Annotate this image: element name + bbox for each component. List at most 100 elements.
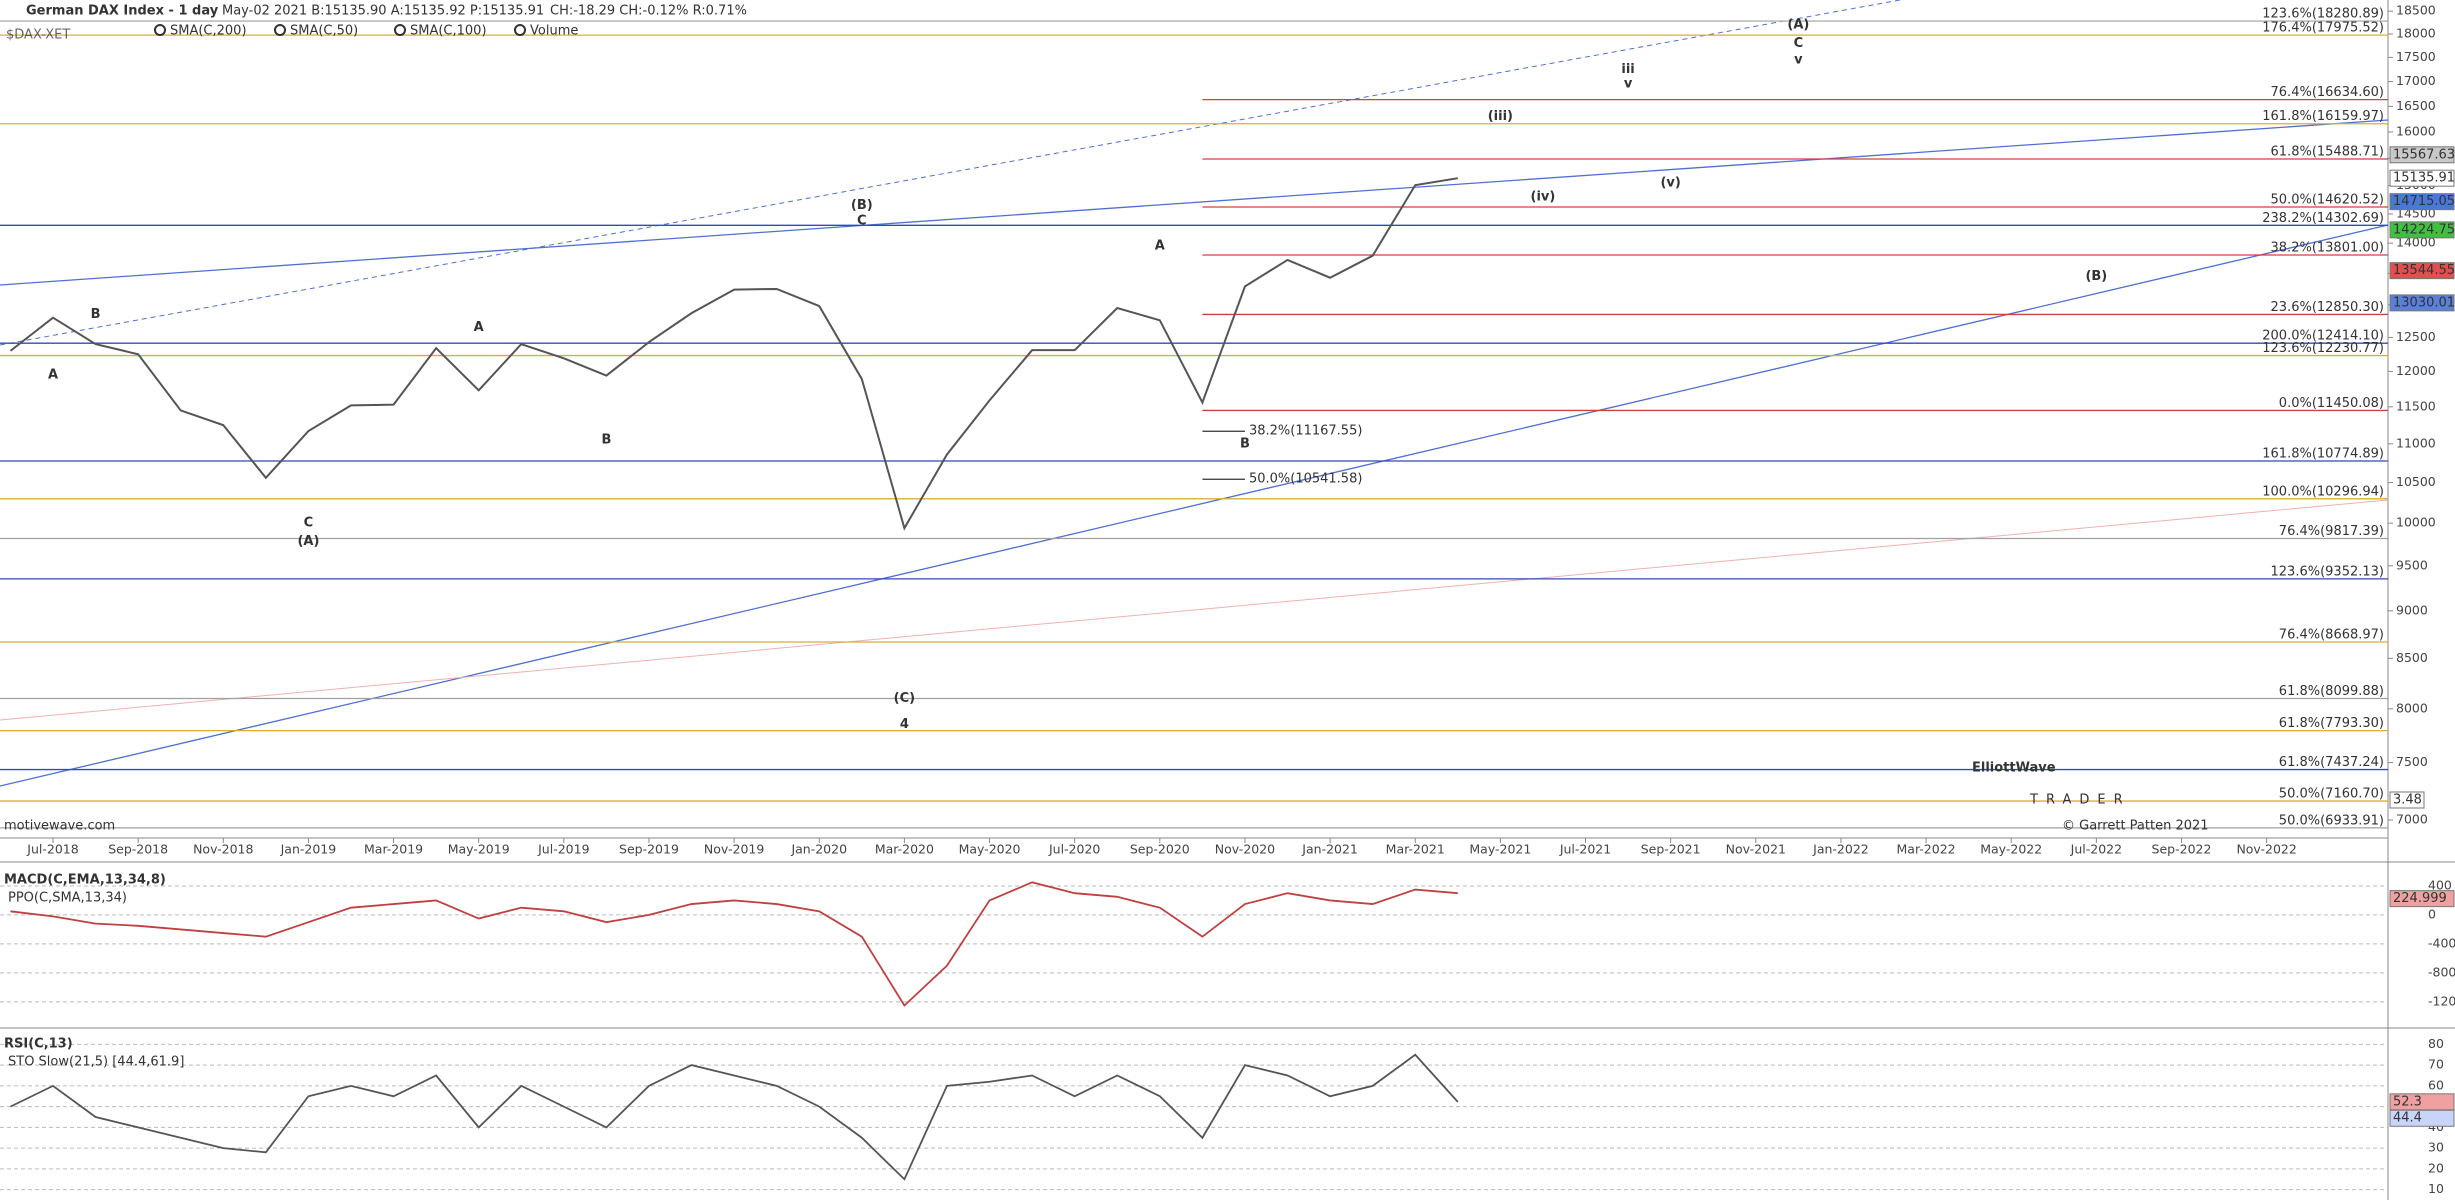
x-tick-label: Sep-2020 xyxy=(1130,842,1190,857)
indicator-icon xyxy=(514,24,526,36)
x-tick-label: Jan-2021 xyxy=(1301,842,1358,857)
x-tick-label: May-2019 xyxy=(448,842,510,857)
x-tick-label: Jan-2020 xyxy=(790,842,847,857)
y-tick-label: 60 xyxy=(2428,1077,2444,1092)
value-tag xyxy=(2389,1109,2455,1127)
y-tick-label: 400 xyxy=(2428,877,2452,892)
y-tick-label: 8500 xyxy=(2396,650,2428,665)
price-tag-label: 14715.05 xyxy=(2393,194,2455,209)
indicator-icon xyxy=(274,24,286,36)
chart-title: German DAX Index - 1 day xyxy=(26,4,219,19)
x-tick-label: Jan-2019 xyxy=(280,842,337,857)
x-tick-label: May-2021 xyxy=(1469,842,1531,857)
price-tag xyxy=(2389,262,2455,280)
fib-label: 50.0%(6933.91) xyxy=(2279,813,2384,828)
y-tick-label: 10 xyxy=(2428,1181,2444,1196)
fib-label: 76.4%(16634.60) xyxy=(2271,85,2384,100)
wave-label: B xyxy=(1240,436,1250,451)
fib-label: 123.6%(12230.77) xyxy=(2262,341,2384,356)
trendline xyxy=(0,499,2389,721)
y-tick-label: 7500 xyxy=(2396,754,2428,769)
trendline xyxy=(0,0,1901,346)
x-tick-label: Jul-2021 xyxy=(1559,842,1611,857)
wave-label: v xyxy=(1624,76,1633,91)
y-tick-label: 10000 xyxy=(2396,515,2436,530)
wave-label: (A) xyxy=(297,534,319,549)
y-tick-label: 16000 xyxy=(2396,123,2436,138)
fib-label: 76.4%(8668.97) xyxy=(2279,628,2384,643)
wave-label: C xyxy=(304,516,314,531)
x-tick-label: Mar-2020 xyxy=(875,842,934,857)
y-tick-label: -400 xyxy=(2428,935,2455,950)
x-tick-label: Sep-2022 xyxy=(2152,842,2212,857)
y-tick-label: 11500 xyxy=(2396,398,2436,413)
value-tag-label: 44.4 xyxy=(2393,1111,2422,1126)
fib-label: 123.6%(9352.13) xyxy=(2271,564,2384,579)
x-tick-label: Sep-2018 xyxy=(108,842,168,857)
value-tag-label: 224.999 xyxy=(2393,891,2447,906)
credit: © Garrett Patten 2021 xyxy=(2062,819,2209,834)
fib-label: 38.2%(13801.00) xyxy=(2271,241,2384,256)
panel-subtitle: STO Slow(21,5) [44.4,61.9] xyxy=(8,1055,184,1070)
y-tick-label: 11000 xyxy=(2396,435,2436,450)
y-tick-label: 12500 xyxy=(2396,329,2436,344)
indicator-name: SMA(C,200) xyxy=(170,24,247,39)
trendline xyxy=(0,224,2389,787)
x-tick-label: Mar-2019 xyxy=(364,842,423,857)
wave-label: v xyxy=(1794,52,1803,67)
fib-label: 238.2%(14302.69) xyxy=(2262,211,2384,226)
y-tick-label: 30 xyxy=(2428,1140,2444,1155)
wave-label: iii xyxy=(1621,62,1634,77)
y-tick-label: 7000 xyxy=(2396,811,2428,826)
logo-sub: TRADER xyxy=(2029,793,2131,808)
fib-label: 50.0%(14620.52) xyxy=(2271,193,2384,208)
fib-label: 161.8%(16159.97) xyxy=(2262,109,2384,124)
x-tick-label: Mar-2021 xyxy=(1386,842,1445,857)
wave-label: A xyxy=(1155,239,1165,254)
indicator-name: SMA(C,50) xyxy=(290,24,358,39)
wave-label: B xyxy=(601,433,611,448)
fib-label: 61.8%(7793.30) xyxy=(2279,716,2384,731)
y-tick-label: 9500 xyxy=(2396,557,2428,572)
price-tag xyxy=(2389,193,2455,211)
y-tick-label: 8000 xyxy=(2396,700,2428,715)
x-tick-label: Nov-2018 xyxy=(193,842,253,857)
fib-label: 76.4%(9817.39) xyxy=(2279,524,2384,539)
fib-label: 61.8%(7437.24) xyxy=(2279,755,2384,770)
x-tick-label: Sep-2021 xyxy=(1641,842,1701,857)
wave-label: C xyxy=(857,213,867,228)
x-tick-label: Mar-2022 xyxy=(1897,842,1956,857)
fib-label: 61.8%(15488.71) xyxy=(2271,145,2384,160)
x-tick-label: Jul-2018 xyxy=(26,842,78,857)
fib-label: 50.0%(10541.58) xyxy=(1249,472,1362,487)
wave-label: B xyxy=(91,307,101,322)
indicator-name: Volume xyxy=(530,24,578,39)
fib-label: 200.0%(12414.10) xyxy=(2262,329,2384,344)
wave-label: (iv) xyxy=(1531,189,1556,204)
x-tick-label: Sep-2019 xyxy=(619,842,679,857)
price-tag xyxy=(2389,221,2455,239)
y-tick-label: 17500 xyxy=(2396,49,2436,64)
fib-label: 100.0%(10296.94) xyxy=(2262,484,2384,499)
price-line xyxy=(9,177,1458,531)
wave-label: C xyxy=(1794,36,1804,51)
fib-label: 161.8%(10774.89) xyxy=(2262,447,2384,462)
change: CH:-18.29 CH:-0.12% R:0.71% xyxy=(550,4,747,19)
y-tick-label: 9000 xyxy=(2396,602,2428,617)
indicator-name: SMA(C,100) xyxy=(410,24,487,39)
x-tick-label: Nov-2021 xyxy=(1726,842,1786,857)
y-tick-label: 18500 xyxy=(2396,3,2436,18)
wave-label: (B) xyxy=(851,198,873,213)
y-tick-label: -800 xyxy=(2428,964,2455,979)
x-tick-label: Nov-2022 xyxy=(2236,842,2296,857)
price-tag-label: 13544.55 xyxy=(2393,263,2455,278)
y-tick-label: -1200 xyxy=(2428,993,2455,1008)
wave-label: (A) xyxy=(1787,17,1809,32)
wave-label: (B) xyxy=(2085,269,2107,284)
fib-label: 23.6%(12850.30) xyxy=(2271,300,2384,315)
fib-label: 61.8%(8099.88) xyxy=(2279,684,2384,699)
y-tick-label: 18000 xyxy=(2396,25,2436,40)
